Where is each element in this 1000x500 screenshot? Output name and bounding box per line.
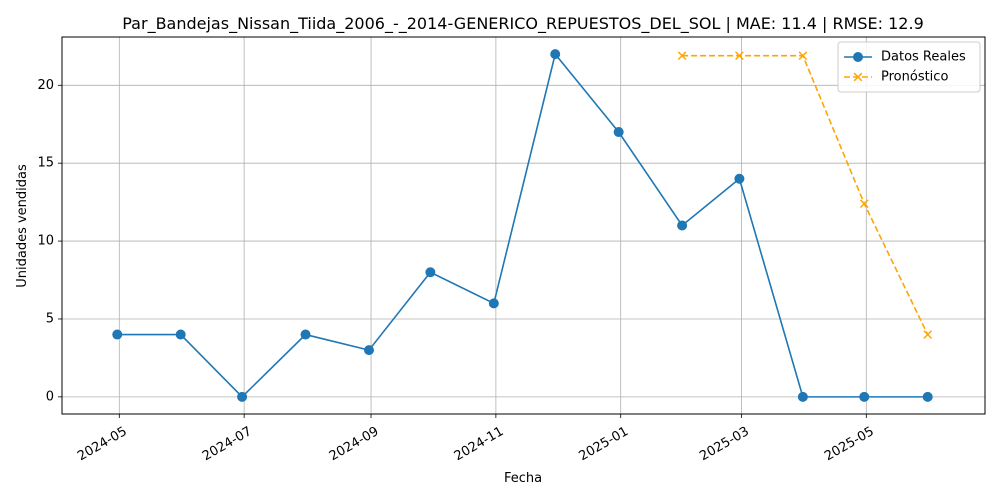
series-layer	[112, 49, 933, 402]
data-point-circle	[425, 267, 436, 278]
legend-label: Datos Reales	[881, 50, 966, 65]
data-point-circle	[613, 127, 624, 138]
x-tick-label: 2025-01	[577, 424, 632, 464]
legend-swatch-marker	[853, 52, 863, 62]
x-tick-label: 2024-09	[327, 424, 382, 464]
data-point-circle	[363, 345, 374, 356]
data-point-x	[859, 199, 869, 209]
x-tick-label: 2025-03	[697, 424, 752, 464]
legend: Datos Reales Pronóstico	[837, 41, 981, 93]
x-axis-label: Fecha	[504, 471, 542, 486]
legend-entries: Datos Reales Pronóstico	[844, 50, 966, 85]
legend-box	[837, 41, 981, 93]
grid	[62, 37, 985, 414]
data-point-circle	[237, 391, 248, 402]
data-point-circle	[734, 173, 745, 184]
x-tick-label: 2024-05	[75, 424, 130, 464]
legend-label: Pronóstico	[881, 70, 948, 85]
series-line	[117, 52, 928, 398]
series-2	[677, 51, 933, 339]
legend-entry: Pronóstico	[844, 70, 948, 85]
data-point-circle	[797, 391, 808, 402]
legend-swatch-marker	[853, 72, 863, 82]
x-tick-label: 2025-05	[822, 424, 877, 464]
x-tick-label: 2024-11	[452, 424, 507, 464]
plot-area-frame	[61, 36, 986, 415]
tick-layer: 2024-05 2024-07 2024-09 2024-11 2025-01 2025-…	[37, 78, 876, 464]
y-tick-label: 0	[46, 389, 54, 404]
series-1	[112, 49, 933, 402]
data-point-x	[923, 330, 933, 339]
data-point-circle	[488, 298, 499, 309]
data-point-circle	[550, 49, 561, 60]
data-point-circle	[112, 329, 123, 340]
y-tick-label: 5	[46, 311, 54, 326]
chart-title: Par_Bandejas_Nissan_Tiida_2006_-_2014-GE…	[122, 14, 924, 34]
data-point-circle	[300, 329, 311, 340]
y-tick-label: 20	[37, 78, 54, 93]
data-point-circle	[859, 391, 870, 402]
y-tick-label: 15	[37, 156, 54, 171]
data-point-circle	[922, 391, 933, 402]
y-axis-label: Unidades vendidas	[15, 164, 30, 288]
legend-entry: Datos Reales	[844, 50, 966, 65]
x-tick-label: 2024-07	[200, 424, 255, 464]
data-point-x	[735, 51, 744, 61]
data-point-circle	[677, 220, 688, 231]
data-point-x	[677, 51, 687, 61]
data-point-x	[798, 51, 808, 61]
y-tick-label: 10	[37, 234, 54, 249]
data-point-circle	[175, 329, 186, 340]
